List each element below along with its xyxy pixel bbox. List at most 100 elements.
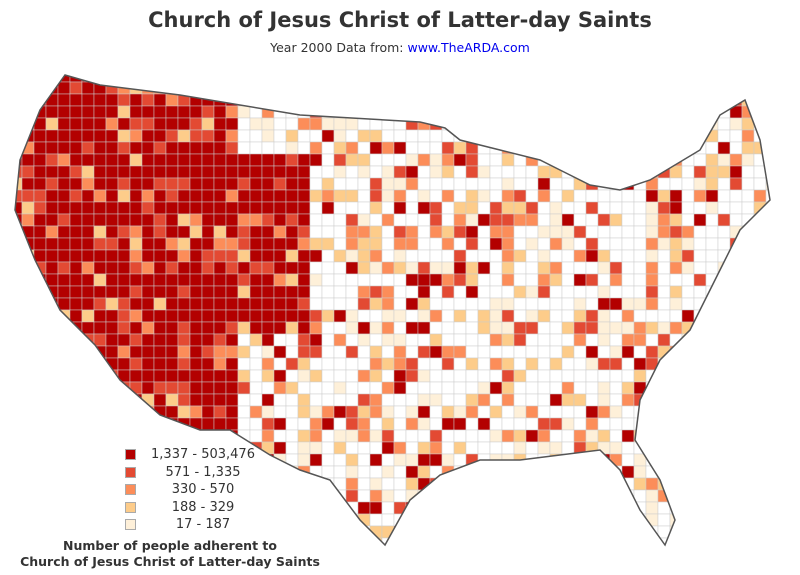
county: [249, 321, 263, 335]
county: [93, 393, 107, 407]
county: [213, 393, 227, 407]
county: [429, 489, 443, 503]
county: [213, 321, 227, 335]
county: [81, 285, 95, 299]
county: [621, 393, 635, 407]
county: [705, 477, 719, 491]
county: [561, 273, 575, 287]
county: [189, 129, 203, 143]
legend-title-line: Number of people adherent to: [63, 538, 277, 553]
county: [45, 357, 59, 371]
county: [105, 273, 119, 287]
county: [489, 117, 503, 131]
county: [633, 357, 647, 371]
county: [237, 93, 251, 107]
county: [57, 237, 71, 251]
county: [21, 513, 35, 527]
arda-link[interactable]: www.TheARDA.com: [407, 40, 530, 55]
county: [573, 129, 587, 143]
county: [561, 117, 575, 131]
county: [585, 393, 599, 407]
county: [753, 441, 767, 455]
county: [201, 309, 215, 323]
county: [393, 405, 407, 419]
county: [573, 153, 587, 167]
county: [501, 405, 515, 419]
legend-swatch: [125, 519, 136, 531]
county: [585, 405, 599, 419]
county: [357, 441, 371, 455]
county: [381, 369, 395, 383]
county: [405, 225, 419, 239]
county: [393, 249, 407, 263]
county: [669, 477, 683, 491]
county: [549, 153, 563, 167]
county: [93, 441, 107, 455]
county: [81, 273, 95, 287]
county: [93, 75, 107, 83]
county: [249, 213, 263, 227]
county: [537, 393, 551, 407]
county: [429, 129, 443, 143]
county: [429, 273, 443, 287]
county: [105, 189, 119, 203]
county: [441, 537, 455, 545]
county: [681, 453, 695, 467]
county: [729, 537, 743, 545]
county: [657, 393, 671, 407]
county: [273, 273, 287, 287]
map-subtitle: Year 2000 Data from: www.TheARDA.com: [0, 40, 800, 55]
county: [213, 225, 227, 239]
county: [609, 429, 623, 443]
county: [513, 465, 527, 479]
county: [729, 357, 743, 371]
county: [393, 75, 407, 83]
county: [21, 345, 35, 359]
county: [153, 357, 167, 371]
county: [729, 309, 743, 323]
county: [765, 153, 770, 167]
county: [573, 75, 587, 83]
county: [153, 285, 167, 299]
county: [21, 261, 35, 275]
county: [645, 345, 659, 359]
county: [741, 333, 755, 347]
county: [429, 141, 443, 155]
county: [549, 477, 563, 491]
county: [549, 345, 563, 359]
county: [681, 429, 695, 443]
county: [705, 153, 719, 167]
county: [57, 417, 71, 431]
county: [429, 93, 443, 107]
county: [321, 537, 335, 545]
legend-item: 188 - 329: [125, 499, 258, 517]
county: [477, 537, 491, 545]
county: [778, 82, 790, 94]
county: [15, 237, 23, 251]
county: [453, 177, 467, 191]
county: [21, 75, 35, 83]
county: [225, 165, 239, 179]
county: [261, 213, 275, 227]
county: [489, 393, 503, 407]
county: [681, 381, 695, 395]
county: [669, 465, 683, 479]
county: [465, 237, 479, 251]
county: [621, 381, 635, 395]
county: [153, 237, 167, 251]
county: [585, 105, 599, 119]
county: [597, 405, 611, 419]
county: [669, 81, 683, 95]
county: [129, 357, 143, 371]
county: [609, 273, 623, 287]
county: [765, 489, 770, 503]
county: [333, 141, 347, 155]
county: [249, 117, 263, 131]
county: [357, 309, 371, 323]
county: [693, 501, 707, 515]
county: [501, 261, 515, 275]
county: [417, 141, 431, 155]
county: [729, 345, 743, 359]
county: [429, 333, 443, 347]
county: [465, 189, 479, 203]
